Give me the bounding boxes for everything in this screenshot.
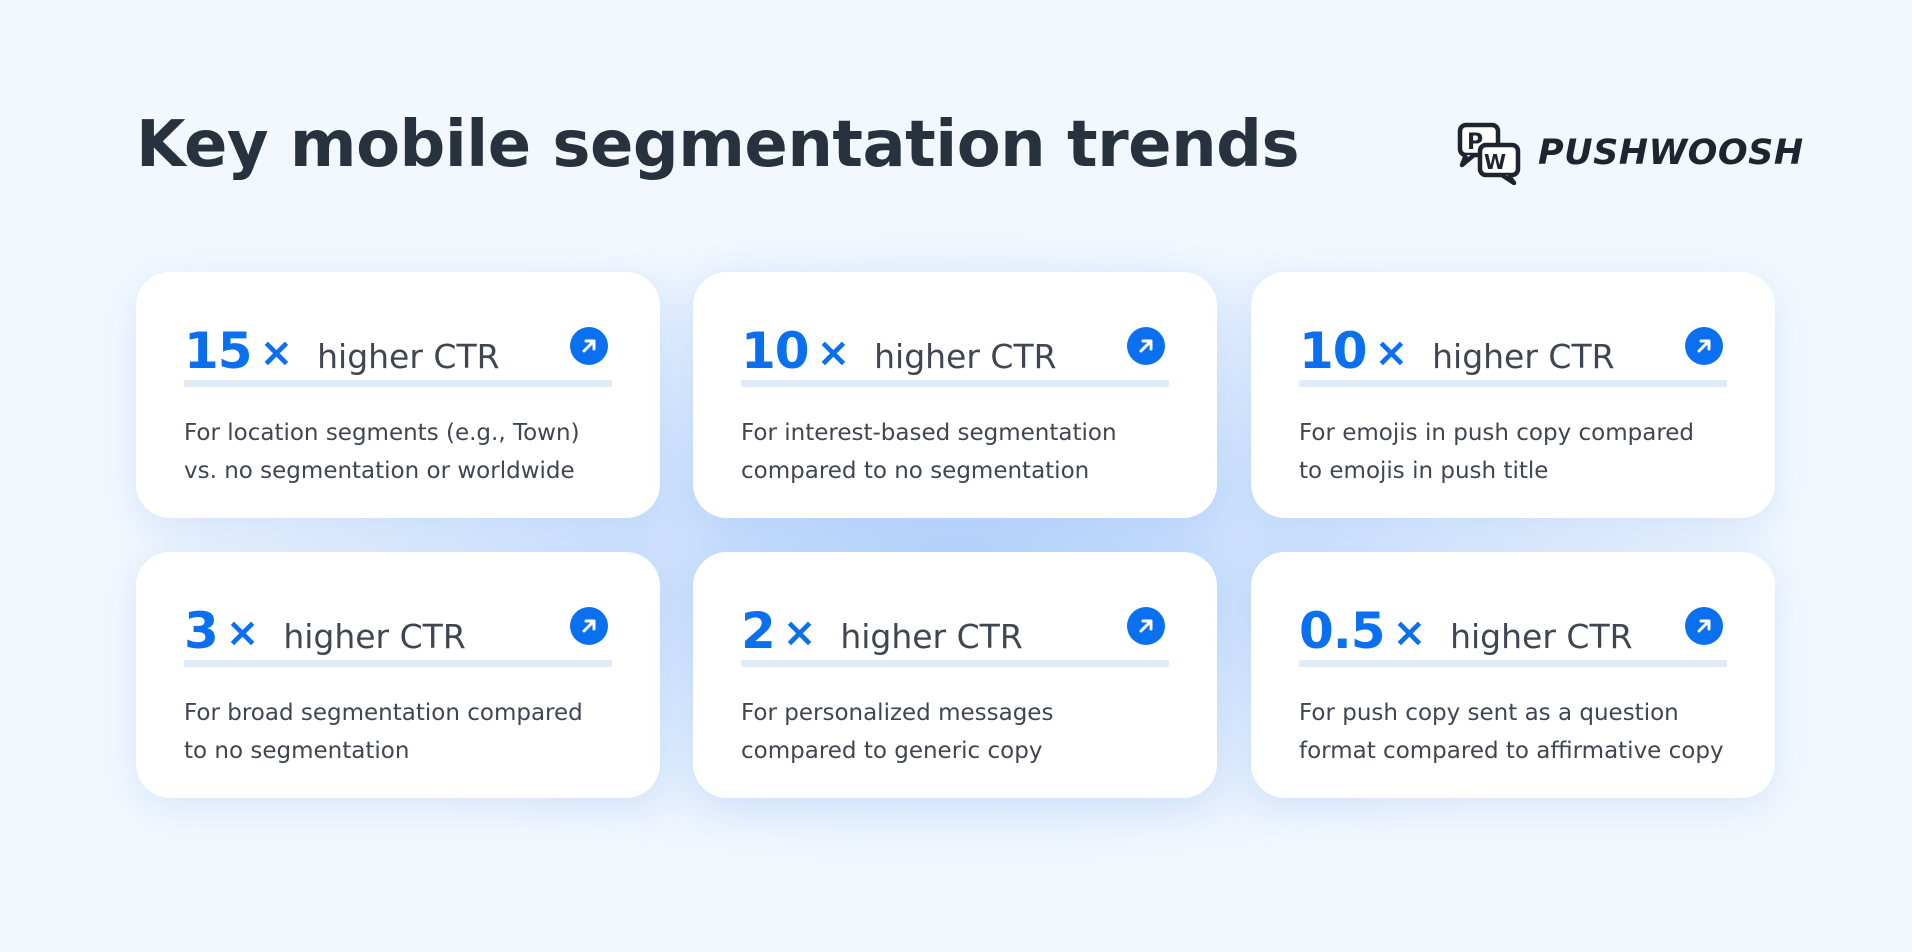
stat-heading: 15 × higher CTR: [184, 322, 500, 380]
stat-description: For push copy sent as a question format …: [1299, 694, 1739, 770]
stat-value: 15: [184, 322, 253, 380]
svg-text:W: W: [1484, 150, 1506, 174]
arrow-up-right-icon[interactable]: [1685, 327, 1723, 365]
stat-value: 10: [741, 322, 810, 380]
stat-metric: higher CTR: [840, 617, 1023, 656]
arrow-up-right-icon[interactable]: [1127, 607, 1165, 645]
stat-description: For broad segmentation compared to no se…: [184, 694, 624, 770]
stat-value: 0.5: [1299, 602, 1386, 660]
stat-description: For emojis in push copy compared to emoj…: [1299, 414, 1739, 490]
stat-metric: higher CTR: [283, 617, 466, 656]
description-line: For location segments (e.g., Town): [184, 420, 580, 446]
stat-metric: higher CTR: [1450, 617, 1633, 656]
logo-wordmark: PUSHWOOSH: [1538, 133, 1804, 173]
stat-description: For personalized messages compared to ge…: [741, 694, 1181, 770]
arrow-up-right-icon[interactable]: [570, 607, 608, 645]
stat-card-2: 10 × higher CTR For interest-based segme…: [693, 272, 1217, 518]
divider: [1299, 660, 1727, 667]
divider: [184, 380, 612, 387]
divider: [1299, 380, 1727, 387]
arrow-up-right-icon[interactable]: [1127, 327, 1165, 365]
brand-logo: P W PUSHWOOSH: [1456, 118, 1804, 188]
stat-metric: higher CTR: [874, 337, 1057, 376]
description-line: to emojis in push title: [1299, 458, 1549, 484]
divider: [741, 380, 1169, 387]
stat-heading: 3 × higher CTR: [184, 602, 466, 660]
multiplier-icon: ×: [1374, 330, 1409, 376]
stat-card-6: 0.5 × higher CTR For push copy sent as a…: [1251, 552, 1775, 798]
stat-value: 3: [184, 602, 219, 660]
page-title: Key mobile segmentation trends: [136, 108, 1300, 182]
description-line: For interest-based segmentation: [741, 420, 1117, 446]
stat-heading: 10 × higher CTR: [1299, 322, 1615, 380]
stat-card-4: 3 × higher CTR For broad segmentation co…: [136, 552, 660, 798]
stat-value: 2: [741, 602, 776, 660]
description-line: For broad segmentation compared: [184, 700, 583, 726]
multiplier-icon: ×: [816, 330, 851, 376]
stat-metric: higher CTR: [1432, 337, 1615, 376]
stat-metric: higher CTR: [317, 337, 500, 376]
description-line: vs. no segmentation or worldwide: [184, 458, 575, 484]
description-line: For emojis in push copy compared: [1299, 420, 1695, 446]
description-line: For personalized messages: [741, 700, 1054, 726]
stat-heading: 2 × higher CTR: [741, 602, 1023, 660]
multiplier-icon: ×: [782, 610, 817, 656]
stat-heading: 0.5 × higher CTR: [1299, 602, 1633, 660]
multiplier-icon: ×: [1392, 610, 1427, 656]
multiplier-icon: ×: [225, 610, 260, 656]
multiplier-icon: ×: [259, 330, 294, 376]
stat-heading: 10 × higher CTR: [741, 322, 1057, 380]
stat-value: 10: [1299, 322, 1368, 380]
description-line: compared to generic copy: [741, 738, 1043, 764]
stat-description: For interest-based segmentation compared…: [741, 414, 1181, 490]
divider: [184, 660, 612, 667]
divider: [741, 660, 1169, 667]
stat-card-1: 15 × higher CTR For location segments (e…: [136, 272, 660, 518]
pushwoosh-logo-icon: P W: [1457, 122, 1521, 185]
description-line: compared to no segmentation: [741, 458, 1090, 484]
arrow-up-right-icon[interactable]: [570, 327, 608, 365]
description-line: to no segmentation: [184, 738, 410, 764]
arrow-up-right-icon[interactable]: [1685, 607, 1723, 645]
description-line: For push copy sent as a question: [1299, 700, 1679, 726]
description-line: format compared to affirmative copy: [1299, 738, 1724, 764]
stat-card-3: 10 × higher CTR For emojis in push copy …: [1251, 272, 1775, 518]
stat-description: For location segments (e.g., Town) vs. n…: [184, 414, 624, 490]
stat-card-5: 2 × higher CTR For personalized messages…: [693, 552, 1217, 798]
